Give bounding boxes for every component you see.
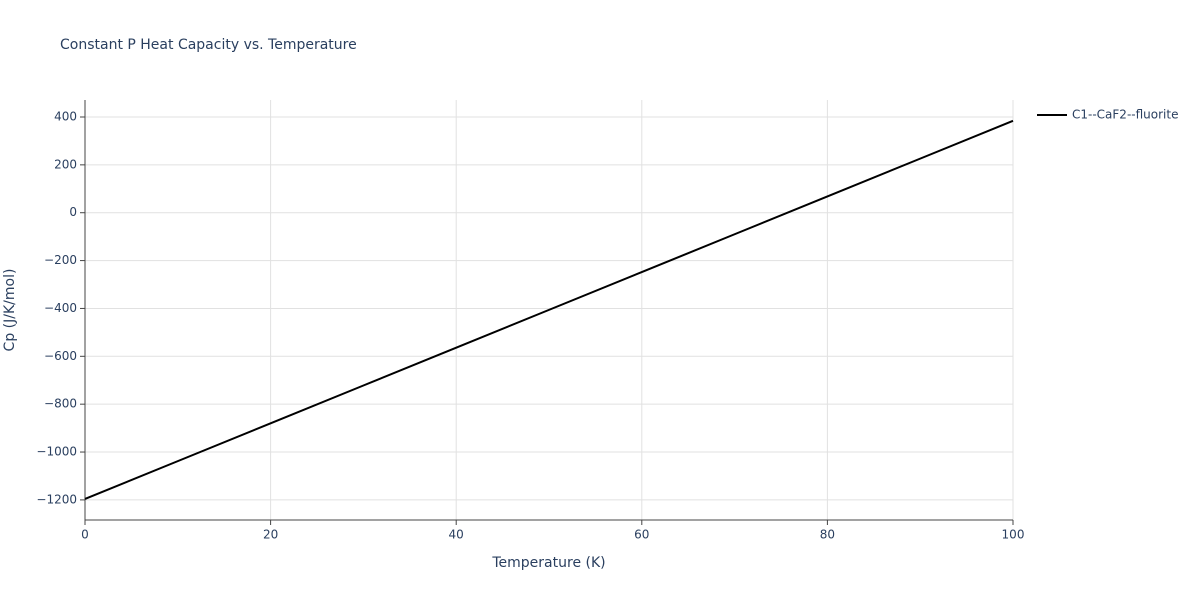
x-tick-label: 80 [820,528,835,542]
x-tick-label: 0 [81,528,89,542]
x-tick-label: 20 [263,528,278,542]
y-tick-label: 0 [69,205,77,219]
y-axis-label: Cp (J/K/mol) [2,269,18,352]
x-tick-label: 40 [449,528,464,542]
x-axis-label: Temperature (K) [491,555,605,571]
y-tick-label: −600 [44,349,77,363]
y-tick-label: 400 [54,109,77,123]
data-line [84,119,1014,500]
y-tick-label: −800 [44,397,77,411]
chart-title: Constant P Heat Capacity vs. Temperature [60,37,357,53]
x-tick-label: 60 [634,528,649,542]
legend-label: C1--CaF2--fluorite [1072,108,1178,122]
x-tick-label: 100 [1002,528,1025,542]
y-tick-label: 200 [54,157,77,171]
y-tick-label: −1000 [36,445,77,459]
y-tick-label: −400 [44,301,77,315]
y-tick-label: −200 [44,253,77,267]
y-tick-label: −1200 [36,492,77,506]
